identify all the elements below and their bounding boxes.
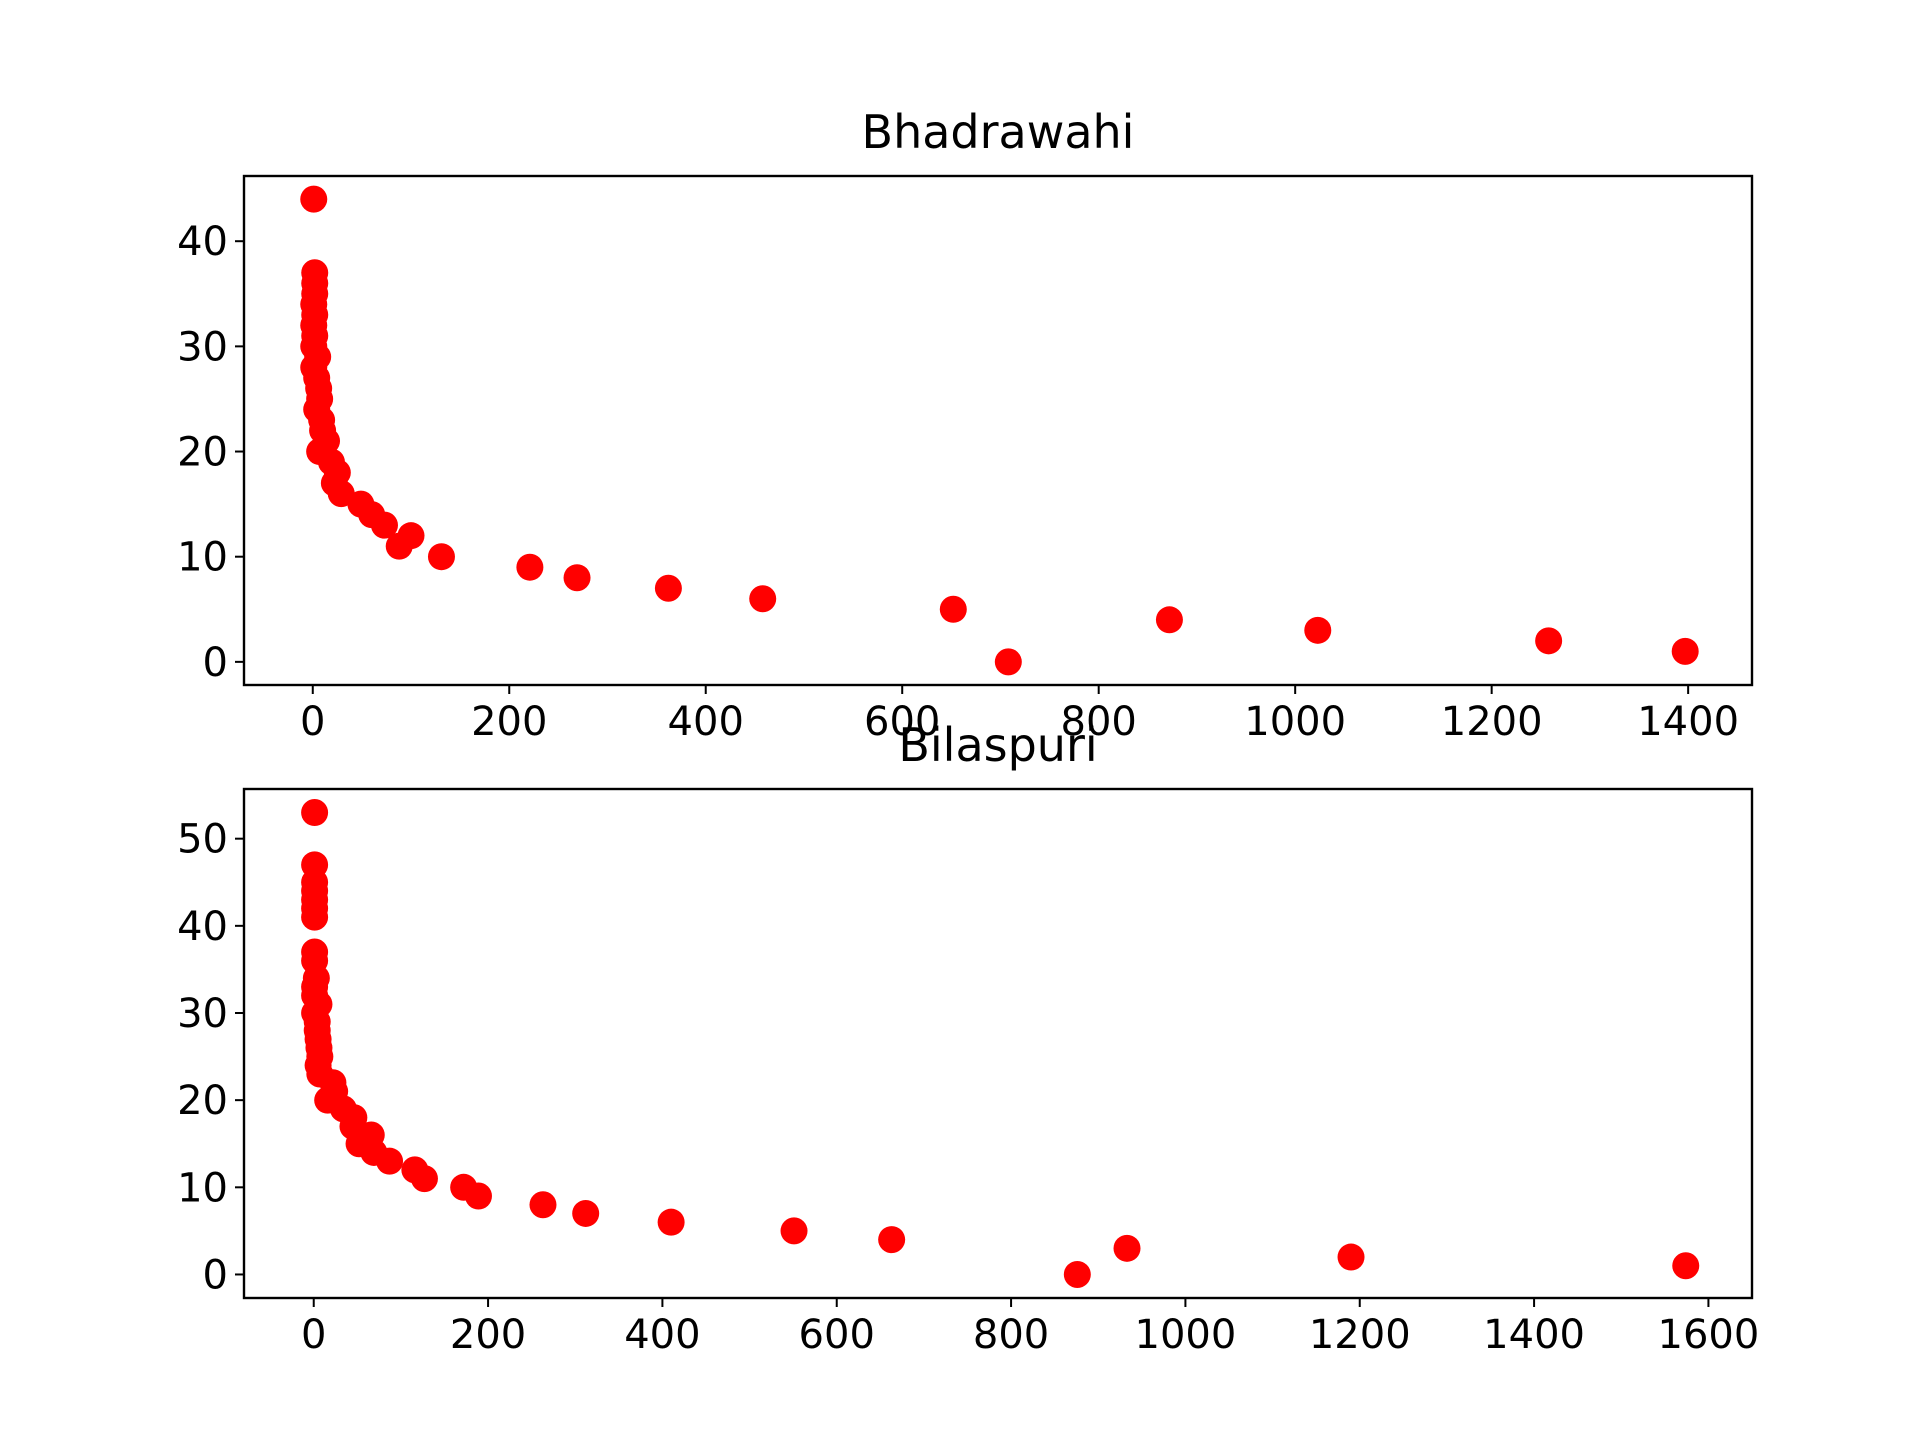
x-tick-label: 1200 xyxy=(1441,699,1543,745)
x-tick-label: 600 xyxy=(864,699,940,745)
data-point xyxy=(1671,637,1699,665)
data-point xyxy=(1304,616,1332,644)
x-tick-label: 1400 xyxy=(1637,699,1739,745)
data-point xyxy=(572,1199,600,1227)
data-point xyxy=(1113,1234,1141,1262)
data-point xyxy=(301,903,329,931)
bilaspuri-scatter-panel: 0 200 400 600 800 1000 1200 1400 1600 0 10 20 30 40 5… xyxy=(177,718,1759,1358)
chart-title: Bilaspuri xyxy=(898,718,1097,772)
plot-frame xyxy=(242,174,1754,687)
x-axis: 0 200 400 600 800 1000 1200 1400 1600 xyxy=(301,1298,1759,1358)
x-tick-label: 1600 xyxy=(1658,1312,1760,1358)
y-tick-label: 0 xyxy=(203,1252,228,1298)
x-tick-label: 800 xyxy=(1061,699,1137,745)
scatter-points xyxy=(301,799,1700,1288)
data-point xyxy=(1535,627,1563,655)
x-tick-label: 1200 xyxy=(1309,1312,1411,1358)
y-tick-label: 30 xyxy=(177,991,228,1037)
x-tick-label: 400 xyxy=(668,699,744,745)
y-tick-label: 40 xyxy=(177,904,228,950)
data-point xyxy=(529,1191,557,1219)
y-axis: 0 10 20 30 40 50 xyxy=(177,817,244,1298)
bhadrawahi-scatter-panel: Bhadrawahi 0 200 400 600 800 1000 1200 1400 0 10… xyxy=(177,105,1754,745)
x-tick-label: 1000 xyxy=(1244,699,1346,745)
data-point xyxy=(1672,1252,1700,1280)
y-axis: 0 10 20 30 40 xyxy=(177,219,244,686)
data-point xyxy=(939,595,967,623)
data-point xyxy=(301,799,329,827)
y-tick-label: 10 xyxy=(177,535,228,581)
data-point xyxy=(1337,1243,1365,1271)
x-tick-label: 200 xyxy=(450,1312,526,1358)
x-axis: 0 200 400 600 800 1000 1200 1400 xyxy=(300,685,1739,745)
data-point xyxy=(1155,606,1183,634)
y-tick-label: 10 xyxy=(177,1165,228,1211)
y-tick-label: 20 xyxy=(177,1078,228,1124)
x-tick-label: 1000 xyxy=(1135,1312,1237,1358)
data-point xyxy=(994,648,1022,676)
data-point xyxy=(878,1226,906,1254)
x-tick-label: 0 xyxy=(300,699,325,745)
x-tick-label: 400 xyxy=(624,1312,700,1358)
data-point xyxy=(516,553,544,581)
x-tick-label: 800 xyxy=(973,1312,1049,1358)
data-point xyxy=(427,543,455,571)
x-tick-label: 1400 xyxy=(1483,1312,1585,1358)
data-point xyxy=(563,564,591,592)
y-tick-label: 0 xyxy=(203,640,228,686)
data-point xyxy=(657,1208,685,1236)
x-tick-label: 600 xyxy=(799,1312,875,1358)
y-tick-label: 40 xyxy=(177,219,228,265)
x-tick-label: 200 xyxy=(471,699,547,745)
data-point xyxy=(370,511,398,539)
data-point xyxy=(780,1217,808,1245)
data-point xyxy=(385,532,413,560)
data-point xyxy=(654,574,682,602)
data-point xyxy=(749,585,777,613)
y-tick-label: 20 xyxy=(177,430,228,476)
data-point xyxy=(1063,1260,1091,1288)
x-tick-label: 0 xyxy=(301,1312,326,1358)
data-point xyxy=(300,185,328,213)
data-point xyxy=(376,1147,404,1175)
scatter-points xyxy=(300,185,1699,676)
plot-frame xyxy=(242,787,1754,1300)
y-tick-label: 50 xyxy=(177,817,228,863)
data-point xyxy=(464,1182,492,1210)
y-tick-label: 30 xyxy=(177,324,228,370)
chart-title: Bhadrawahi xyxy=(862,105,1135,159)
data-point xyxy=(410,1165,438,1193)
